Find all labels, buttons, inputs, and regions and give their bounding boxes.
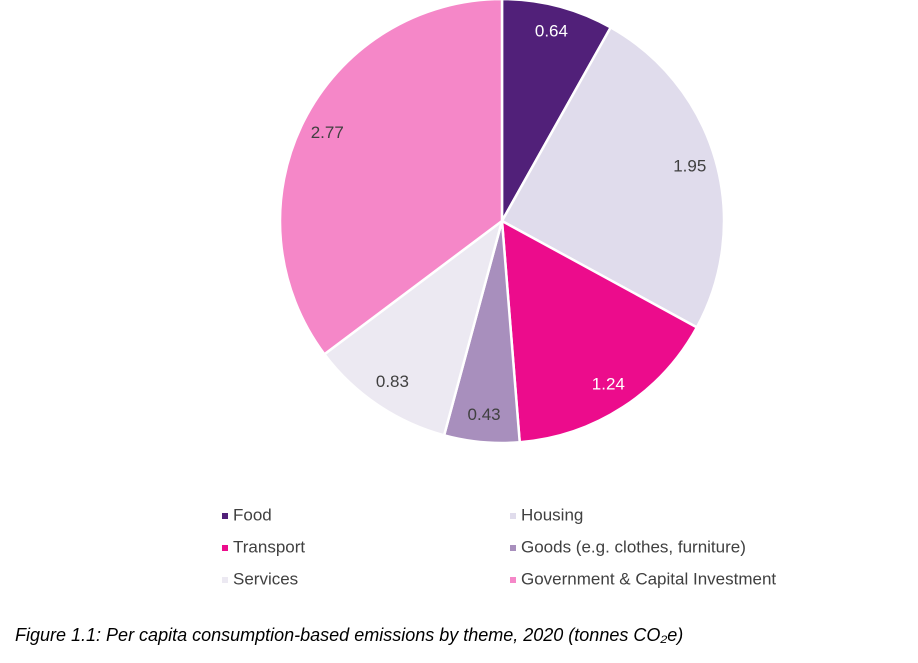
pie-slice	[500, 218, 699, 444]
data-label: 1.24	[592, 374, 625, 393]
legend-marker	[222, 577, 228, 583]
legend-label: Food	[233, 505, 272, 524]
legend-label: Goods (e.g. clothes, furniture)	[521, 537, 746, 556]
data-label: 0.64	[535, 21, 568, 40]
pie-slice	[500, 0, 613, 226]
pie-slice	[278, 0, 504, 356]
data-label: 0.83	[376, 372, 409, 391]
legend-label: Housing	[521, 505, 583, 524]
legend-marker	[510, 577, 516, 583]
data-label: 2.77	[311, 123, 344, 142]
pie-slice	[500, 25, 726, 330]
legend-marker	[510, 545, 516, 551]
legend-marker	[222, 513, 228, 519]
legend-label: Services	[233, 569, 298, 588]
pie-slice	[322, 217, 505, 437]
legend-label: Government & Capital Investment	[521, 569, 776, 588]
legend-marker	[510, 513, 516, 519]
legend-label: Transport	[233, 537, 305, 556]
caption: Figure 1.1: Per capita consumption-based…	[15, 625, 683, 645]
data-label: 1.95	[673, 157, 706, 176]
legend-marker	[222, 545, 228, 551]
data-label: 0.43	[468, 405, 501, 424]
